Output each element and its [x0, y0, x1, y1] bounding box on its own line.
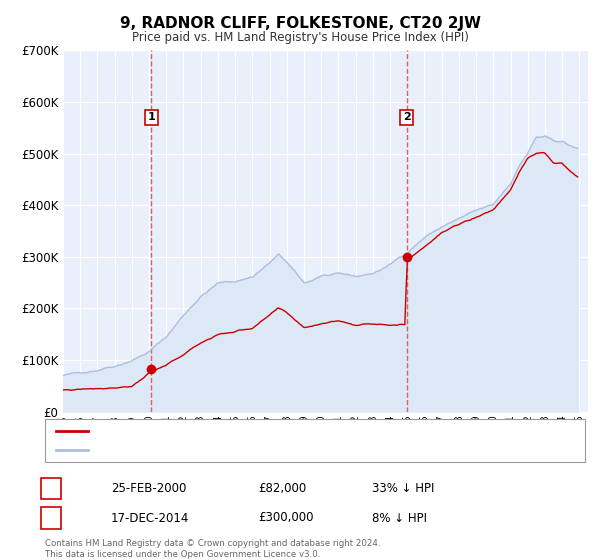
- Text: 1: 1: [148, 113, 155, 123]
- Text: £300,000: £300,000: [258, 511, 314, 525]
- Text: 2: 2: [403, 113, 410, 123]
- Text: 25-FEB-2000: 25-FEB-2000: [111, 482, 187, 495]
- Text: 9, RADNOR CLIFF, FOLKESTONE, CT20 2JW: 9, RADNOR CLIFF, FOLKESTONE, CT20 2JW: [119, 16, 481, 31]
- Text: 17-DEC-2014: 17-DEC-2014: [111, 511, 190, 525]
- Text: £82,000: £82,000: [258, 482, 306, 495]
- Text: 8% ↓ HPI: 8% ↓ HPI: [372, 511, 427, 525]
- Text: 2: 2: [47, 513, 55, 523]
- Text: This data is licensed under the Open Government Licence v3.0.: This data is licensed under the Open Gov…: [45, 550, 320, 559]
- Text: 1: 1: [47, 483, 55, 493]
- Text: 33% ↓ HPI: 33% ↓ HPI: [372, 482, 434, 495]
- Text: HPI: Average price, detached house, Folkestone and Hythe: HPI: Average price, detached house, Folk…: [94, 445, 400, 455]
- Text: Price paid vs. HM Land Registry's House Price Index (HPI): Price paid vs. HM Land Registry's House …: [131, 31, 469, 44]
- Text: 9, RADNOR CLIFF, FOLKESTONE, CT20 2JW (detached house): 9, RADNOR CLIFF, FOLKESTONE, CT20 2JW (d…: [94, 426, 410, 436]
- Text: Contains HM Land Registry data © Crown copyright and database right 2024.: Contains HM Land Registry data © Crown c…: [45, 539, 380, 548]
